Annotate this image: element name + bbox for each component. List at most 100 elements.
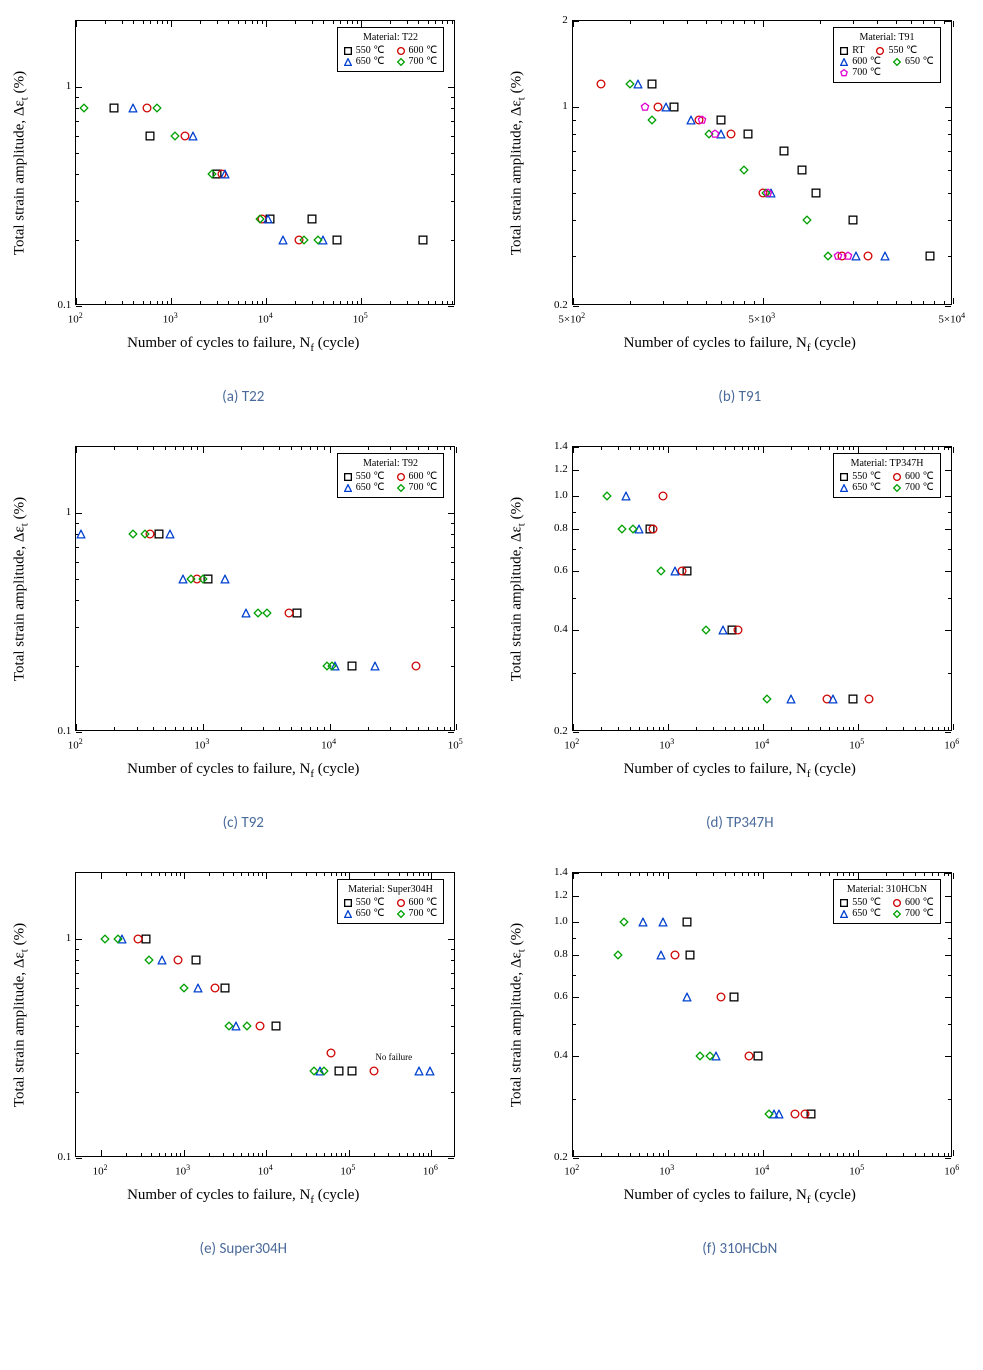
x-minor-tick xyxy=(829,447,830,450)
legend-label: 550 ℃ xyxy=(852,897,881,908)
y-tick-label: 0.2 xyxy=(544,725,568,737)
x-minor-tick xyxy=(336,1153,337,1156)
y-tick-label: 0.4 xyxy=(544,1049,568,1061)
x-minor-tick xyxy=(262,301,263,304)
y-tick-label: 0.1 xyxy=(47,299,71,311)
y-minor-tick xyxy=(76,153,79,154)
data-point xyxy=(110,104,119,113)
x-minor-tick xyxy=(696,873,697,876)
legend-title: Material: Super304H xyxy=(344,884,437,895)
y-minor-tick xyxy=(451,1005,454,1006)
data-point xyxy=(671,950,680,959)
caption: (c) T92 xyxy=(223,814,264,832)
x-tick-label: 103 xyxy=(659,1163,674,1178)
data-point xyxy=(300,236,309,245)
x-tick xyxy=(203,724,204,730)
y-tick xyxy=(76,732,82,733)
x-minor-tick xyxy=(374,1153,375,1156)
x-tick-label: 104 xyxy=(321,737,336,752)
y-tick xyxy=(945,107,951,108)
legend: Material: T22550 ℃600 ℃650 ℃700 ℃ xyxy=(337,27,444,72)
x-minor-tick xyxy=(944,1153,945,1156)
data-point xyxy=(791,1110,800,1119)
x-minor-tick xyxy=(837,1153,838,1156)
x-minor-tick xyxy=(418,727,419,730)
x-minor-tick xyxy=(618,447,619,450)
y-minor-tick xyxy=(451,973,454,974)
x-minor-tick xyxy=(162,301,163,304)
x-minor-tick xyxy=(183,727,184,730)
legend: Material: T92550 ℃600 ℃650 ℃700 ℃ xyxy=(337,453,444,498)
data-point xyxy=(307,214,316,223)
data-point xyxy=(152,104,161,113)
x-minor-tick xyxy=(141,1153,142,1156)
x-minor-tick xyxy=(843,447,844,450)
chart-cell-c: Total strain amplitude, Δεt (%)Number of… xyxy=(5,436,482,832)
x-minor-tick xyxy=(601,1153,602,1156)
data-point xyxy=(425,1066,434,1075)
legend-item: 600 ℃ xyxy=(397,45,438,56)
legend: Material: Super304H550 ℃600 ℃650 ℃700 ℃ xyxy=(337,879,444,924)
data-point xyxy=(744,130,753,139)
x-minor-tick xyxy=(791,447,792,450)
data-point xyxy=(596,80,605,89)
x-minor-tick xyxy=(312,301,313,304)
x-minor-tick xyxy=(374,873,375,876)
x-minor-tick xyxy=(808,873,809,876)
x-minor-tick xyxy=(312,21,313,24)
y-minor-tick xyxy=(451,949,454,950)
x-minor-tick xyxy=(734,1153,735,1156)
data-point xyxy=(369,1066,378,1075)
x-minor-tick xyxy=(241,1153,242,1156)
data-point xyxy=(659,492,668,501)
x-minor-tick xyxy=(663,873,664,876)
x-tick xyxy=(953,447,954,453)
legend-row: 650 ℃700 ℃ xyxy=(840,908,933,919)
x-minor-tick xyxy=(843,1153,844,1156)
x-minor-tick xyxy=(639,873,640,876)
x-minor-tick xyxy=(843,727,844,730)
x-minor-tick xyxy=(233,1153,234,1156)
x-minor-tick xyxy=(323,21,324,24)
data-point xyxy=(852,251,861,260)
x-tick-label: 103 xyxy=(659,737,674,752)
x-minor-tick xyxy=(725,873,726,876)
x-minor-tick xyxy=(165,1153,166,1156)
x-minor-tick xyxy=(639,727,640,730)
x-minor-tick xyxy=(444,727,445,730)
x-minor-tick xyxy=(150,301,151,304)
y-minor-tick xyxy=(451,174,454,175)
data-point xyxy=(685,950,694,959)
x-minor-tick xyxy=(223,873,224,876)
x-minor-tick xyxy=(122,301,123,304)
x-minor-tick xyxy=(808,1153,809,1156)
x-tick xyxy=(266,21,267,27)
y-minor-tick xyxy=(948,151,951,152)
legend-marker-icon xyxy=(893,473,901,481)
y-tick xyxy=(945,21,951,22)
data-point xyxy=(166,530,175,539)
x-tick xyxy=(573,298,574,304)
x-minor-tick xyxy=(733,21,734,24)
x-minor-tick xyxy=(176,873,177,876)
x-tick-label: 104 xyxy=(258,1163,273,1178)
legend-label: 550 ℃ xyxy=(852,471,881,482)
x-minor-tick xyxy=(915,727,916,730)
data-point xyxy=(100,934,109,943)
data-point xyxy=(221,983,230,992)
x-tick xyxy=(763,447,764,453)
x-tick xyxy=(76,21,77,27)
x-minor-tick xyxy=(406,727,407,730)
y-minor-tick xyxy=(76,547,79,548)
y-minor-tick xyxy=(948,220,951,221)
x-tick-label: 106 xyxy=(944,737,959,752)
x-minor-tick xyxy=(306,873,307,876)
y-minor-tick xyxy=(948,120,951,121)
x-minor-tick xyxy=(659,873,660,876)
y-minor-tick xyxy=(451,600,454,601)
y-minor-tick xyxy=(76,579,79,580)
legend-row: 550 ℃600 ℃ xyxy=(344,471,437,482)
legend-item: 550 ℃ xyxy=(344,897,385,908)
x-minor-tick xyxy=(324,873,325,876)
x-minor-tick xyxy=(357,21,358,24)
